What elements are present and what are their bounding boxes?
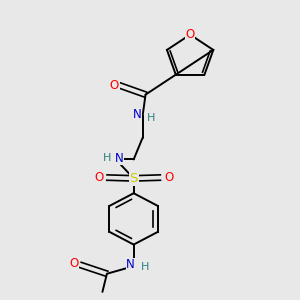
Text: H: H [147, 113, 155, 123]
Text: N: N [126, 258, 135, 271]
Text: H: H [141, 262, 149, 272]
Text: O: O [69, 257, 78, 270]
Text: O: O [94, 171, 103, 184]
Text: N: N [114, 152, 123, 165]
Text: O: O [185, 28, 195, 41]
Text: H: H [103, 153, 112, 163]
Text: O: O [164, 171, 173, 184]
Text: N: N [133, 108, 142, 122]
Text: O: O [110, 79, 119, 92]
Text: S: S [130, 172, 138, 185]
